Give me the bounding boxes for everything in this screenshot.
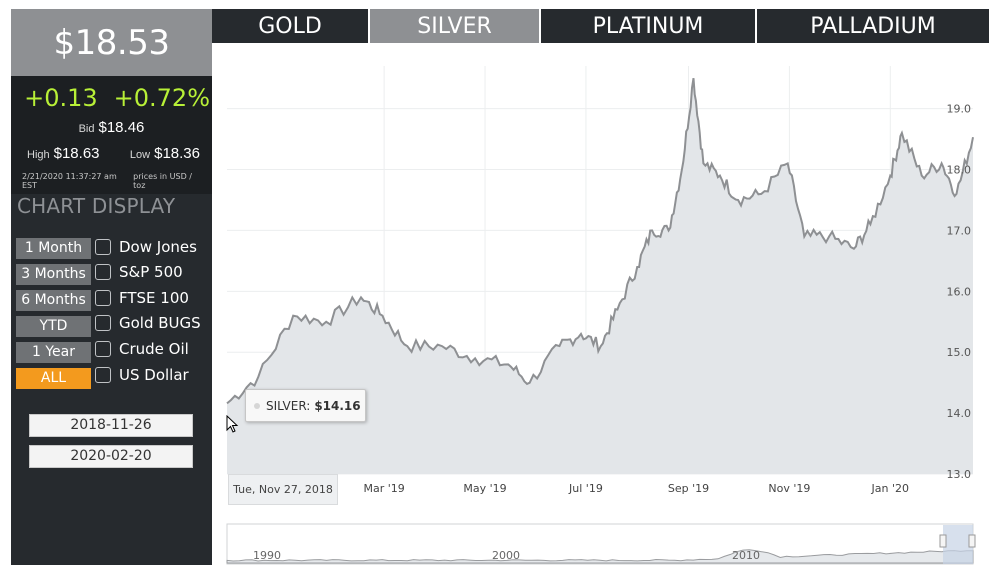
quote-details: +0.13 +0.72% Bid $18.46 High $18.63 Low $18… [11, 76, 212, 194]
compare-ftse-100[interactable]: FTSE 100 [95, 288, 189, 308]
range-ytd-button[interactable]: YTD [16, 316, 91, 337]
high-label: High [27, 149, 50, 161]
navigator-year-label: 2000 [492, 549, 520, 562]
navigator-year-labels: 1990 2000 2010 [253, 549, 760, 562]
sp-500-label: S&P 500 [119, 263, 183, 281]
range-all-button[interactable]: ALL [16, 368, 91, 389]
tooltip-series: SILVER: [266, 398, 311, 413]
navigator-selection[interactable] [943, 525, 973, 564]
price-change: +0.13 [24, 84, 98, 112]
x-tick-label: Jan '20 [871, 482, 909, 495]
tab-palladium[interactable]: PALLADIUM [757, 9, 989, 43]
compare-crude-oil[interactable]: Crude Oil [95, 339, 189, 359]
range-1-month-button[interactable]: 1 Month [16, 238, 91, 259]
metal-tabs: GOLD SILVER PLATINUM PALLADIUM [212, 9, 989, 43]
low-label: Low [129, 149, 151, 161]
gold-bugs-label: Gold BUGS [119, 314, 201, 332]
range-6-months-button[interactable]: 6 Months [16, 290, 91, 311]
crude-oil-checkbox[interactable] [95, 341, 111, 357]
chart-display-heading: CHART DISPLAY [17, 194, 176, 218]
dow-jones-label: Dow Jones [119, 238, 197, 256]
high-low-row: High $18.63 Low $18.36 [11, 145, 212, 163]
price-box: $18.53 [11, 9, 212, 76]
y-tick-label: 16.0 [947, 285, 972, 298]
compare-dow-jones[interactable]: Dow Jones [95, 237, 197, 257]
compare-gold-bugs[interactable]: Gold BUGS [95, 313, 201, 333]
us-dollar-checkbox[interactable] [95, 367, 111, 383]
navigator-right-handle[interactable] [968, 534, 976, 548]
x-tick-label: May '19 [463, 482, 506, 495]
compare-us-dollar[interactable]: US Dollar [95, 365, 189, 385]
bid-value: $18.46 [98, 119, 145, 136]
y-tick-label: 17.0 [947, 224, 972, 237]
units-note: prices in USD / toz [133, 172, 192, 190]
range-3-months-button[interactable]: 3 Months [16, 264, 91, 285]
y-tick-label: 13.0 [947, 468, 972, 481]
navigator-area [226, 549, 974, 564]
navigator-year-label: 2010 [732, 549, 760, 562]
low-group: Low $18.36 [130, 145, 200, 163]
crude-oil-label: Crude Oil [119, 340, 189, 358]
x-tick-label: Jul '19 [568, 482, 603, 495]
high-value: $18.63 [53, 145, 100, 162]
gold-bugs-checkbox[interactable] [95, 315, 111, 331]
compare-sp-500[interactable]: S&P 500 [95, 262, 183, 282]
mouse-pointer-icon [226, 415, 239, 433]
timestamp: 2/21/2020 11:37:27 am EST [22, 172, 117, 190]
navigator-left-handle[interactable] [939, 534, 947, 548]
price-tooltip: SILVER: $14.16 [245, 389, 366, 422]
tab-gold[interactable]: GOLD [212, 9, 368, 43]
y-tick-label: 14.0 [947, 407, 972, 420]
high-group: High $18.63 [27, 145, 100, 163]
change-row: +0.13 +0.72% [11, 84, 212, 112]
hover-date-label: Tue, Nov 27, 2018 [228, 474, 338, 505]
quote-panel: $18.53 +0.13 +0.72% Bid $18.46 High $18.63… [11, 9, 212, 565]
price-line [226, 78, 974, 405]
sp-500-checkbox[interactable] [95, 264, 111, 280]
ftse-100-label: FTSE 100 [119, 289, 189, 307]
start-date-input[interactable]: 2018-11-26 [29, 414, 193, 437]
y-tick-label: 15.0 [947, 346, 972, 359]
navigator[interactable]: 1990 2000 2010 [226, 523, 976, 565]
end-date-input[interactable]: 2020-02-20 [29, 445, 193, 468]
dow-jones-checkbox[interactable] [95, 239, 111, 255]
y-tick-label: 18.0 [947, 164, 972, 177]
tooltip-value: $14.16 [314, 398, 361, 413]
range-1-year-button[interactable]: 1 Year [16, 342, 91, 363]
price-area [227, 78, 973, 474]
x-tick-label: Mar '19 [363, 482, 404, 495]
y-tick-label: 19.0 [947, 103, 972, 116]
low-value: $18.36 [154, 145, 200, 162]
x-axis-labels: Mar '19 May '19 Jul '19 Sep '19 Nov '19 Jan '… [363, 482, 909, 495]
x-tick-label: Nov '19 [768, 482, 810, 495]
tab-silver[interactable]: SILVER [370, 9, 539, 43]
price-change-percent: +0.72% [113, 84, 210, 112]
ftse-100-checkbox[interactable] [95, 290, 111, 306]
bid-row: Bid $18.46 [11, 119, 212, 137]
bid-label: Bid [78, 123, 95, 135]
navigator-year-label: 1990 [253, 549, 281, 562]
current-price: $18.53 [53, 22, 170, 63]
tab-platinum[interactable]: PLATINUM [541, 9, 755, 43]
meta-row: 2/21/2020 11:37:27 am EST prices in USD … [11, 172, 212, 190]
y-axis-labels: 13.0 14.0 15.0 16.0 17.0 18.0 19.0 [947, 103, 972, 481]
x-tick-label: Sep '19 [668, 482, 709, 495]
series-marker-icon [254, 402, 260, 409]
us-dollar-label: US Dollar [119, 366, 189, 384]
